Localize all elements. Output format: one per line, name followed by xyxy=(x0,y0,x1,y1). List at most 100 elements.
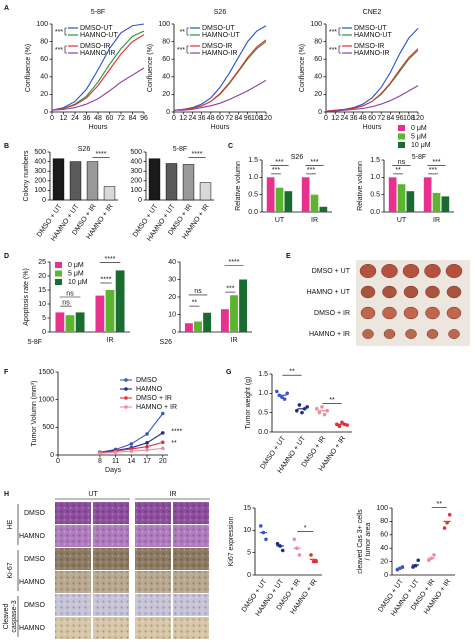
histology-texture xyxy=(93,548,129,570)
histology-texture xyxy=(135,525,171,547)
data-point xyxy=(300,410,304,415)
y-tick-label: 100 xyxy=(130,187,142,194)
y-axis-label: Confluence (%) xyxy=(25,44,32,92)
chart-title: S26 xyxy=(78,146,91,153)
y-tick-label: 0 xyxy=(44,109,48,116)
data-point xyxy=(302,407,307,411)
y-axis-label: Confluence (%) xyxy=(147,44,154,92)
data-point xyxy=(416,558,421,563)
bar xyxy=(65,315,75,332)
data-point xyxy=(314,559,319,564)
histology-texture xyxy=(173,571,209,593)
data-point xyxy=(275,389,279,394)
bar xyxy=(397,184,406,212)
y-tick-label: 20 xyxy=(40,91,48,98)
data-point xyxy=(280,548,285,553)
x-axis-label: Hours xyxy=(211,124,230,131)
treatment-label: HAMNO xyxy=(19,533,46,540)
y-tick-label: 100 xyxy=(34,187,46,194)
data-point xyxy=(295,408,299,413)
data-point xyxy=(320,405,324,409)
significance: *** xyxy=(275,159,283,166)
photo-row-label: DMSO + UT xyxy=(312,268,351,275)
x-tick-label: 84 xyxy=(387,115,395,122)
y-tick-label: 40 xyxy=(168,259,176,266)
y-tick-label: 500 xyxy=(34,149,46,156)
panel-letter: G xyxy=(226,369,232,376)
bar xyxy=(148,158,161,201)
x-tick-label: 12 xyxy=(331,115,339,122)
data-point xyxy=(337,424,342,429)
x-tick-label: IR xyxy=(433,217,440,224)
data-point xyxy=(285,391,290,396)
bar xyxy=(220,309,229,332)
histology-texture xyxy=(135,617,171,639)
x-tick-label: 11 xyxy=(112,458,119,465)
bar xyxy=(86,161,99,201)
x-tick-label: 0 xyxy=(172,115,176,122)
panel-letter: E xyxy=(286,253,291,260)
y-tick-label: 30 xyxy=(168,276,176,283)
x-tick-label: 96 xyxy=(244,115,252,122)
data-point xyxy=(426,558,431,563)
y-tick-label: 0 xyxy=(42,197,46,204)
x-axis-label: Days xyxy=(105,467,121,474)
legend-label: 5 μM xyxy=(411,133,427,140)
x-axis-label: Hours xyxy=(89,124,108,131)
tumor-photo xyxy=(382,285,397,299)
chart-title: 5-8F xyxy=(91,9,105,16)
series-marker xyxy=(98,451,102,456)
legend-swatch xyxy=(398,133,405,140)
y-axis-label: cleaved Cas 3+ cells xyxy=(357,509,364,574)
significance: *** xyxy=(55,29,63,36)
legend-swatch xyxy=(55,279,62,285)
y-tick-label: 0 xyxy=(172,329,176,336)
y-tick-label: 200 xyxy=(34,178,46,185)
y-axis-label: Tumor Volumn (mm³) xyxy=(31,381,38,447)
data-point xyxy=(295,546,299,550)
x-tick-label: 84 xyxy=(129,115,137,122)
bar xyxy=(115,270,125,332)
bar xyxy=(55,312,65,332)
bar xyxy=(230,295,238,332)
histology-texture xyxy=(55,502,91,524)
y-tick-label: 15 xyxy=(38,287,46,294)
legend-bracket xyxy=(64,27,67,36)
y-tick-label: 0 xyxy=(318,109,322,116)
histology-texture xyxy=(55,571,91,593)
histology-column-label: UT xyxy=(88,491,98,498)
x-tick-label: 12 xyxy=(179,115,187,122)
legend-label: DMSO-IR xyxy=(202,43,232,50)
legend-marker xyxy=(124,396,128,400)
significance: *** xyxy=(177,47,185,54)
series-line xyxy=(51,34,145,111)
legend-marker xyxy=(124,378,128,382)
y-tick-label: 400 xyxy=(130,158,142,165)
y-tick-label: 20 xyxy=(380,558,388,565)
treatment-label: DMSO xyxy=(24,602,46,609)
treatment-label: HAMNO xyxy=(19,625,46,632)
photo-row-label: HAMNO + IR xyxy=(309,331,350,338)
stain-label: Ki-67 xyxy=(7,562,14,578)
y-tick-label: 0 xyxy=(50,452,54,459)
bar xyxy=(441,196,450,212)
y-tick-label: 0 xyxy=(384,572,388,579)
x-tick-label: 17 xyxy=(143,458,151,465)
x-tick-label: IR xyxy=(107,337,114,344)
y-tick-label: 15 xyxy=(243,505,251,512)
treatment-label: DMSO xyxy=(24,556,46,563)
y-tick-label: 1.0 xyxy=(248,174,258,181)
x-tick-label: 12 xyxy=(60,115,68,122)
significance: *** xyxy=(55,47,63,54)
histology-texture xyxy=(55,594,91,616)
stain-label: caspase-3 xyxy=(11,600,18,632)
legend-label: 5 μM xyxy=(68,270,84,277)
data-point xyxy=(305,405,310,409)
y-axis-label: Tumor weight (g) xyxy=(245,377,252,430)
tumor-photo xyxy=(403,285,419,299)
chart-title: 5-8F xyxy=(412,154,426,161)
legend-label: DMSO-IR xyxy=(354,43,384,50)
tumor-photo xyxy=(360,306,376,320)
x-tick-label: 84 xyxy=(235,115,243,122)
